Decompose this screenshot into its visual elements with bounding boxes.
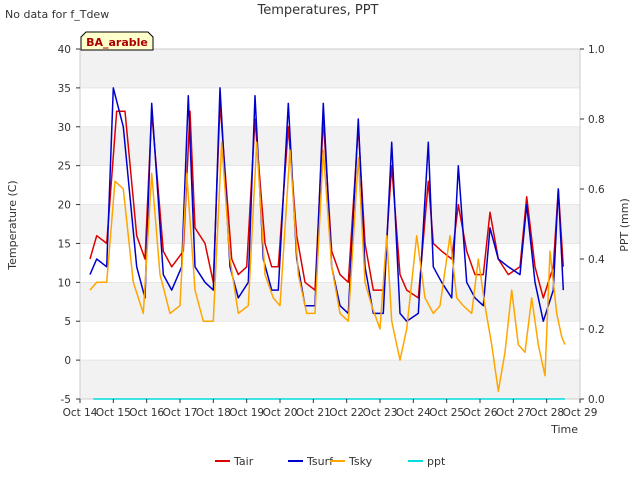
series-line-tsky <box>89 141 566 392</box>
x-tick-label: Oct 18 <box>196 407 231 419</box>
plot-band <box>80 360 580 399</box>
y-tick-label: 10 <box>58 277 71 289</box>
x-tick-label: Oct 20 <box>263 407 298 419</box>
y-tick-label: 20 <box>58 200 71 212</box>
y-right-tick-label: 0.2 <box>588 324 605 336</box>
legend-label-tair: Tair <box>233 455 254 468</box>
x-tick-label: Oct 24 <box>396 407 431 419</box>
plot-band <box>80 282 580 322</box>
annotation-box-shape <box>80 31 154 51</box>
legend-label-tsky: Tsky <box>348 455 373 468</box>
y-tick-label: -5 <box>61 394 71 406</box>
y-axis-label: Temperature (C) <box>6 180 19 270</box>
x-axis-label: Time <box>550 423 578 436</box>
x-tick-label: Oct 14 <box>63 407 98 419</box>
series-layer <box>89 87 566 400</box>
legend: Tair Tsurf Tsky ppt <box>215 455 446 468</box>
y-tick-label: 5 <box>64 316 71 328</box>
annotation-text: BA_arable <box>86 36 148 49</box>
y-axis-right-label: PPT (mm) <box>618 198 631 252</box>
legend-label-ppt: ppt <box>427 455 446 468</box>
x-tick-label: Oct 19 <box>229 407 264 419</box>
y-tick-label: 25 <box>58 161 71 173</box>
x-tick-label: Oct 29 <box>563 407 598 419</box>
y-right-tick-label: 1.0 <box>588 44 605 56</box>
plot-band <box>80 49 580 88</box>
x-tick-label: Oct 16 <box>129 407 164 419</box>
x-tick-label: Oct 25 <box>429 407 464 419</box>
y-right-tick-label: 0.0 <box>588 394 605 406</box>
x-tick-label: Oct 17 <box>163 407 198 419</box>
y-tick-label: 0 <box>64 355 71 367</box>
series-line-tair <box>89 102 565 299</box>
x-tick-label: Oct 15 <box>96 407 131 419</box>
legend-label-tsurf: Tsurf <box>306 455 334 468</box>
y-right-tick-label: 0.6 <box>588 184 605 196</box>
plot-band <box>80 126 580 166</box>
corner-note: No data for f_Tdew <box>5 8 109 21</box>
y-tick-label: 15 <box>58 238 71 250</box>
x-tick-label: Oct 23 <box>363 407 398 419</box>
annotation-box: BA_arable <box>80 31 154 51</box>
y-tick-label: 40 <box>58 44 71 56</box>
chart-title: Temperatures, PPT <box>256 3 378 18</box>
x-tick-label: Oct 28 <box>529 407 564 419</box>
x-tick-label: Oct 27 <box>496 407 531 419</box>
y-tick-label: 30 <box>58 122 71 134</box>
y-tick-label: 35 <box>58 83 71 95</box>
x-tick-label: Oct 21 <box>296 407 331 419</box>
y-right-tick-label: 0.4 <box>588 254 605 266</box>
x-tick-label: Oct 26 <box>463 407 498 419</box>
y-right-tick-label: 0.8 <box>588 114 605 126</box>
x-tick-label: Oct 22 <box>329 407 364 419</box>
